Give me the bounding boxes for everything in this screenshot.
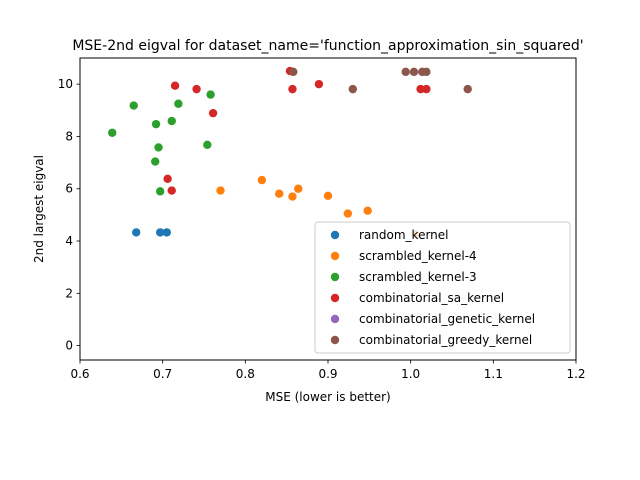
data-point-random-kernel xyxy=(162,228,171,237)
data-point-combinatorial-sa-kernel xyxy=(170,81,180,90)
legend-marker xyxy=(330,314,340,324)
data-point-scrambled-kernel-4 xyxy=(323,191,333,200)
y-tick-label: 6 xyxy=(65,182,73,196)
legend-label: scrambled_kernel-3 xyxy=(359,270,477,284)
legend-label: combinatorial_sa_kernel xyxy=(359,291,504,305)
data-point-scrambled-kernel-3 xyxy=(155,187,165,196)
x-tick-label: 0.6 xyxy=(70,367,89,381)
data-point-scrambled-kernel-3 xyxy=(129,101,138,110)
legend-marker xyxy=(330,230,340,240)
data-point-combinatorial-sa-kernel xyxy=(167,186,176,195)
data-point-combinatorial-greedy-kernel xyxy=(409,67,419,77)
data-point-scrambled-kernel-4 xyxy=(363,206,372,215)
legend-marker xyxy=(330,335,340,345)
data-point-random-kernel xyxy=(155,228,165,237)
x-axis-label: MSE (lower is better) xyxy=(265,390,390,404)
x-tick-label: 0.7 xyxy=(153,367,172,381)
legend-frame xyxy=(314,221,571,354)
data-point-random-kernel xyxy=(132,228,141,237)
y-tick-label: 10 xyxy=(58,77,73,91)
data-point-combinatorial-sa-kernel xyxy=(314,79,324,89)
legend-label: random_kernel xyxy=(359,228,449,242)
legend-label: combinatorial_greedy_kernel xyxy=(359,333,532,347)
x-tick-label: 1.0 xyxy=(401,367,420,381)
y-axis-ticks: 0 2 4 6 8 10 xyxy=(58,77,80,353)
data-point-scrambled-kernel-4 xyxy=(216,186,225,195)
data-point-scrambled-kernel-3 xyxy=(151,157,160,166)
data-point-combinatorial-greedy-kernel xyxy=(348,84,357,94)
legend-marker xyxy=(330,293,340,303)
data-point-combinatorial-sa-kernel xyxy=(192,84,201,94)
data-point-combinatorial-sa-kernel xyxy=(422,84,431,94)
data-point-scrambled-kernel-4 xyxy=(257,175,267,185)
data-point-combinatorial-sa-kernel xyxy=(288,84,297,94)
y-tick-label: 0 xyxy=(65,339,73,353)
data-point-scrambled-kernel-3 xyxy=(154,143,163,152)
x-tick-label: 0.8 xyxy=(236,367,255,381)
data-point-scrambled-kernel-3 xyxy=(108,128,117,137)
y-tick-label: 8 xyxy=(65,129,73,143)
data-point-scrambled-kernel-3 xyxy=(167,116,176,126)
y-axis-label: 2nd largest eigval xyxy=(32,155,46,263)
x-tick-label: 1.2 xyxy=(566,367,585,381)
data-point-scrambled-kernel-3 xyxy=(151,119,161,129)
data-point-scrambled-kernel-3 xyxy=(206,90,215,99)
data-point-scrambled-kernel-3 xyxy=(203,140,212,150)
data-point-scrambled-kernel-4 xyxy=(275,189,284,198)
data-point-combinatorial-sa-kernel xyxy=(163,174,172,183)
data-point-combinatorial-greedy-kernel xyxy=(422,67,431,77)
data-point-scrambled-kernel-4 xyxy=(343,209,353,218)
data-point-combinatorial-sa-kernel xyxy=(416,84,425,94)
legend-marker xyxy=(330,272,340,282)
data-point-combinatorial-greedy-kernel xyxy=(463,84,472,94)
data-point-combinatorial-greedy-kernel xyxy=(289,67,298,77)
y-tick-label: 2 xyxy=(65,286,73,300)
legend-label: scrambled_kernel-4 xyxy=(359,249,477,263)
x-tick-label: 0.9 xyxy=(318,367,337,381)
chart-title: MSE-2nd eigval for dataset_name='functio… xyxy=(72,38,583,54)
data-point-scrambled-kernel-4 xyxy=(294,184,303,193)
x-tick-label: 1.1 xyxy=(484,367,503,381)
legend: random_kernel scrambled_kernel-4 scrambled… xyxy=(314,221,571,354)
data-point-combinatorial-sa-kernel xyxy=(208,108,218,118)
data-point-scrambled-kernel-4 xyxy=(288,192,297,201)
data-point-scrambled-kernel-3 xyxy=(174,99,183,108)
legend-marker xyxy=(330,251,340,261)
data-point-combinatorial-greedy-kernel xyxy=(401,67,410,77)
y-tick-label: 4 xyxy=(65,234,73,248)
legend-label: combinatorial_genetic_kernel xyxy=(359,312,535,326)
x-axis-ticks: 0.6 0.7 0.8 0.9 1.0 1.1 1.2 xyxy=(70,360,586,381)
legend-items: random_kernel scrambled_kernel-4 scrambled… xyxy=(330,228,535,347)
